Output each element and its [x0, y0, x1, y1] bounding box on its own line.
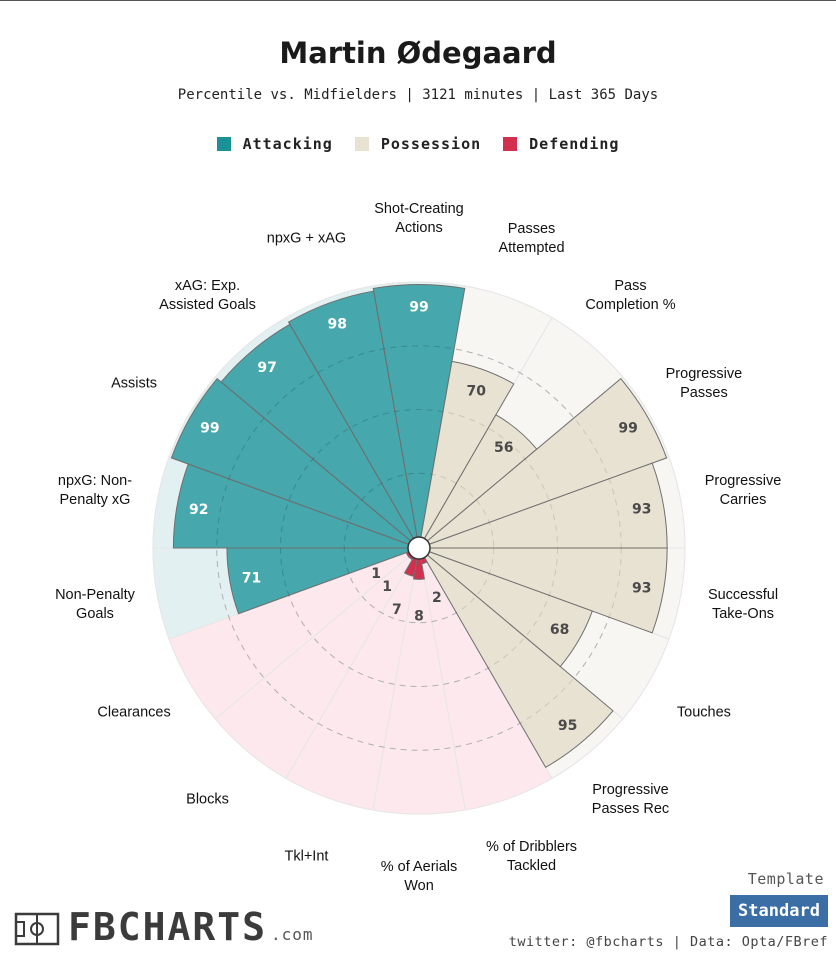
value-label-of-aerials-won: 8 — [414, 608, 424, 624]
value-label-non-penalty-goals: 71 — [242, 571, 261, 587]
stat-label-of-aerials-won: % of Aerials Won — [380, 859, 458, 894]
value-label-pass-completion: 56 — [494, 440, 513, 456]
stat-label-blocks: Blocks — [186, 791, 229, 808]
value-label-progressive-passes-rec: 95 — [558, 718, 577, 734]
stat-label-npxg-non-penalty-xg: npxG: Non- Penalty xG — [57, 472, 133, 508]
legend: Attacking Possession Defending — [0, 135, 836, 153]
stat-label-shot-creating-actions: Shot-Creating Actions — [374, 201, 464, 236]
value-label-progressive-passes: 99 — [618, 420, 637, 436]
stat-label-assists: Assists — [111, 375, 158, 391]
stat-label-passes-attempted: Passes Attempted — [498, 220, 565, 256]
data-credit: twitter: @fbcharts | Data: Opta/FBref — [508, 934, 828, 950]
stat-label-progressive-carries: Progressive Carries — [704, 472, 782, 508]
grid-circle-overlay-2 — [280, 409, 558, 687]
grid-circle-overlay-3 — [216, 345, 622, 751]
grid-circle-overlay-1 — [343, 472, 495, 624]
template-badge: Standard — [730, 895, 828, 927]
legend-label-defending: Defending — [529, 135, 620, 153]
value-label-of-dribblers-tackled: 2 — [432, 590, 442, 606]
legend-item-attacking: Attacking — [216, 135, 333, 153]
legend-item-possession: Possession — [354, 135, 482, 153]
value-label-npxg-non-penalty-xg: 92 — [189, 502, 208, 518]
chart-title: Martin Ødegaard — [279, 36, 557, 70]
stat-label-pass-completion: Pass Completion % — [585, 277, 676, 313]
legend-item-defending: Defending — [503, 135, 619, 153]
legend-swatch-attacking — [216, 137, 231, 151]
value-label-tkl-int: 7 — [392, 602, 402, 618]
brand-suffix: .com — [271, 925, 314, 944]
stat-label-clearances: Clearances — [97, 704, 171, 720]
legend-swatch-possession — [354, 137, 369, 151]
stat-label-progressive-passes: Progressive Passes — [665, 365, 743, 401]
value-label-npxg-xag: 98 — [328, 317, 347, 333]
top-border — [0, 0, 836, 1]
stat-label-npxg-xag: npxG + xAG — [266, 230, 347, 247]
value-label-passes-attempted: 70 — [467, 384, 487, 400]
chart-subtitle: Percentile vs. Midfielders | 3121 minute… — [177, 87, 659, 103]
value-label-successful-take-ons: 93 — [632, 580, 651, 596]
stat-label-xag-exp-assisted-goals: xAG: Exp. Assisted Goals — [159, 277, 256, 313]
legend-label-possession: Possession — [380, 135, 482, 153]
stat-label-successful-take-ons: Successful Take-Ons — [707, 587, 779, 623]
value-label-shot-creating-actions: 99 — [409, 300, 428, 316]
value-label-touches: 68 — [550, 622, 569, 638]
value-label-clearances: 1 — [371, 566, 381, 582]
brand-name: FBCHARTS — [68, 905, 268, 949]
stat-label-of-dribblers-tackled: % of Dribblers Tackled — [485, 839, 578, 875]
brand-logo: FBCHARTS .com — [14, 908, 314, 946]
stat-label-non-penalty-goals: Non-Penalty Goals — [55, 587, 135, 623]
stat-label-progressive-passes-rec: Progressive Passes Rec — [591, 782, 670, 818]
value-label-xag-exp-assisted-goals: 97 — [257, 360, 276, 376]
value-label-blocks: 1 — [382, 579, 392, 595]
legend-label-attacking: Attacking — [242, 135, 333, 153]
legend-swatch-defending — [503, 137, 518, 151]
value-label-assists: 99 — [200, 420, 219, 436]
stat-label-tkl-int: Tkl+Int — [284, 848, 329, 865]
pitch-icon — [14, 912, 60, 946]
center-hub — [407, 536, 431, 560]
value-label-progressive-carries: 93 — [632, 502, 651, 518]
template-label: Template — [747, 870, 824, 888]
stat-label-touches: Touches — [676, 704, 731, 720]
